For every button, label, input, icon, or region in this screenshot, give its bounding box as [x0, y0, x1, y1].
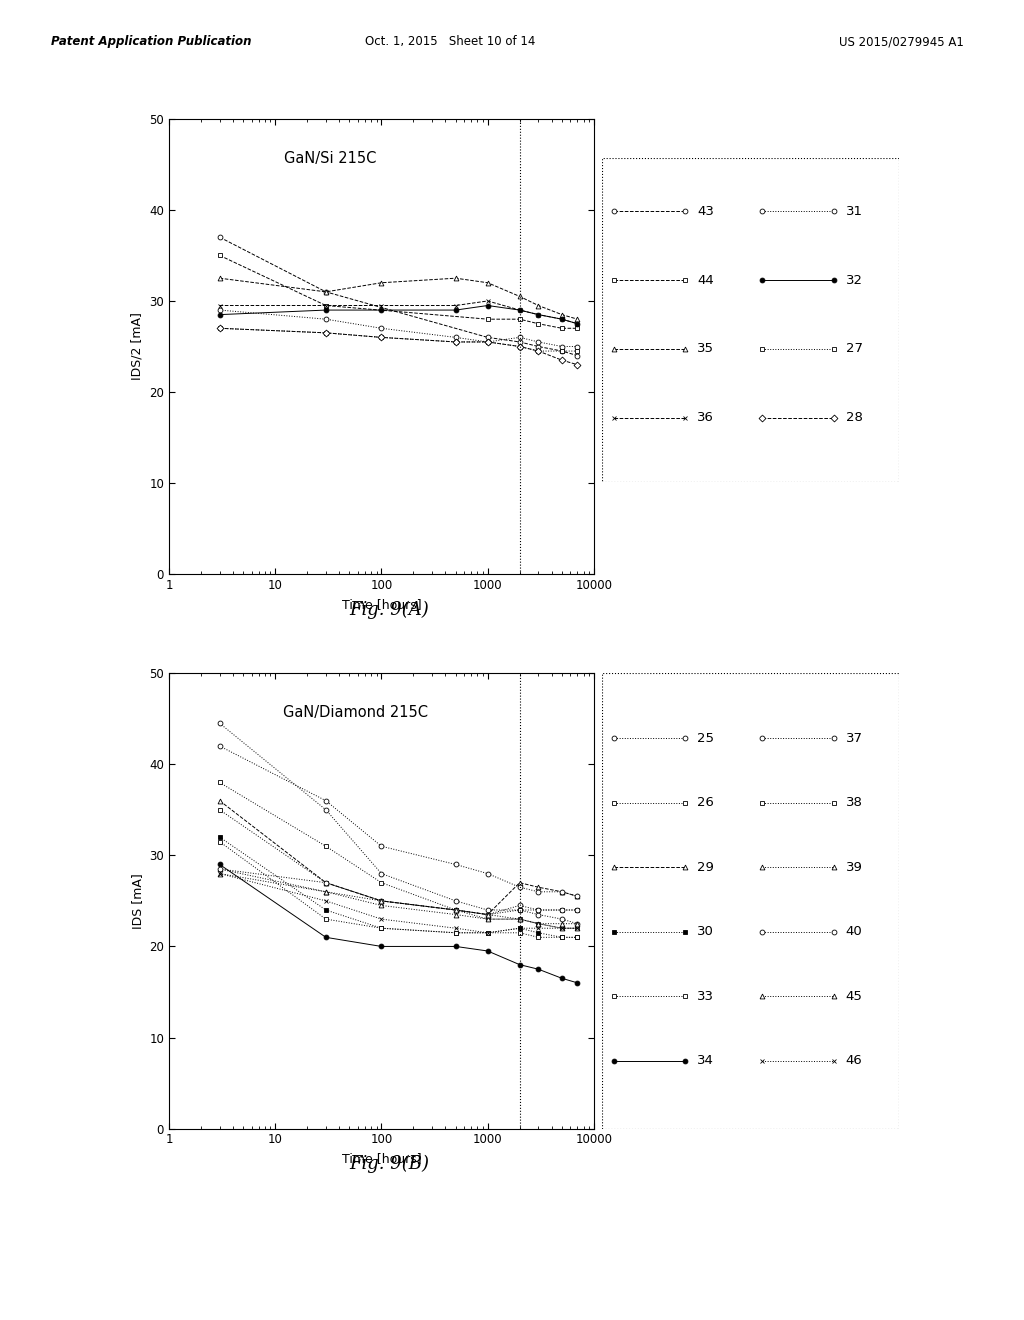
Text: 34: 34 — [697, 1055, 714, 1067]
Text: 43: 43 — [697, 205, 714, 218]
Y-axis label: IDS/2 [mA]: IDS/2 [mA] — [131, 313, 143, 380]
Text: 25: 25 — [697, 731, 714, 744]
Text: 33: 33 — [697, 990, 714, 1003]
Text: 45: 45 — [846, 990, 862, 1003]
X-axis label: Time [hours]: Time [hours] — [342, 598, 421, 611]
Text: 32: 32 — [846, 273, 862, 286]
Text: Patent Application Publication: Patent Application Publication — [51, 36, 252, 48]
Y-axis label: IDS [mA]: IDS [mA] — [131, 873, 143, 929]
Text: 31: 31 — [846, 205, 862, 218]
Text: 28: 28 — [846, 411, 862, 424]
X-axis label: Time [hours]: Time [hours] — [342, 1152, 421, 1166]
Text: 30: 30 — [697, 925, 714, 939]
Text: 44: 44 — [697, 273, 714, 286]
Text: Oct. 1, 2015   Sheet 10 of 14: Oct. 1, 2015 Sheet 10 of 14 — [366, 36, 536, 48]
Text: 29: 29 — [697, 861, 714, 874]
Text: GaN/Si 215C: GaN/Si 215C — [285, 150, 377, 166]
Text: US 2015/0279945 A1: US 2015/0279945 A1 — [839, 36, 964, 48]
Text: GaN/Diamond 215C: GaN/Diamond 215C — [284, 705, 428, 721]
Text: 46: 46 — [846, 1055, 862, 1067]
Text: 35: 35 — [697, 342, 714, 355]
Text: 40: 40 — [846, 925, 862, 939]
Text: 36: 36 — [697, 411, 714, 424]
Text: 27: 27 — [846, 342, 862, 355]
Text: Fig. 9(B): Fig. 9(B) — [349, 1155, 429, 1173]
Text: 39: 39 — [846, 861, 862, 874]
Text: 26: 26 — [697, 796, 714, 809]
Text: 38: 38 — [846, 796, 862, 809]
Text: Fig. 9(A): Fig. 9(A) — [349, 601, 429, 619]
Text: 37: 37 — [846, 731, 862, 744]
